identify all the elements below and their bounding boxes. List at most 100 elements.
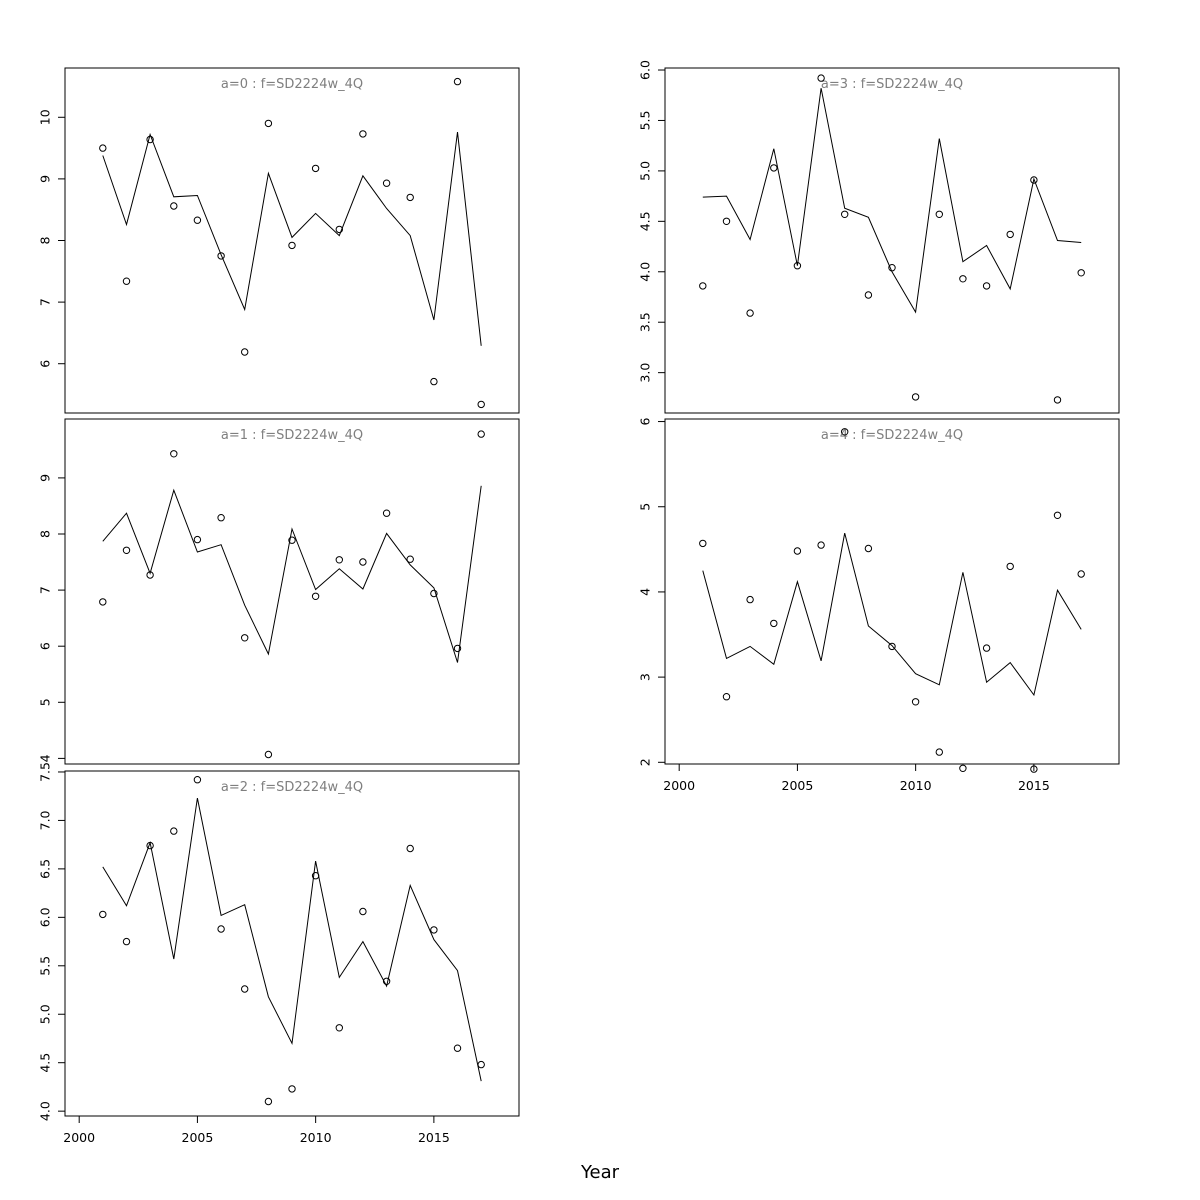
data-point [935,748,943,756]
data-point [241,348,249,356]
data-point [288,1085,296,1093]
data-point [217,925,225,933]
data-point [841,210,849,219]
data-point [193,776,202,784]
data-point [1006,562,1014,571]
y-tick-label: 4.0 [38,1101,53,1121]
data-point [699,539,707,548]
y-tick-label: 8 [38,530,53,538]
data-point [193,535,202,544]
data-point [888,264,896,272]
series-line [702,532,1082,697]
data-point [453,1044,462,1052]
data-point [264,750,273,759]
y-tick-label: 7.0 [38,810,53,830]
data-point [1030,765,1038,773]
data-point [99,144,107,152]
data-point [122,277,131,285]
y-tick-label: 4 [38,754,53,762]
plot-frame [664,418,1120,765]
y-tick-label: 5.5 [38,956,53,976]
y-tick-label: 6.0 [38,907,53,927]
panel-title: a=4 : f=SD2224w_4Q [821,428,963,443]
data-point [122,937,131,946]
y-tick-label: 7 [38,298,53,306]
x-tick-label: 2000 [63,1130,95,1145]
panel-4: a=4 : f=SD2224w_4Q 2 3 4 5 6 2000 2005 2010 2015 [638,418,1120,793]
data-point [146,135,154,144]
plot-frame [64,418,520,765]
y-tick-label: 4.0 [638,262,653,282]
panel-title: a=0 : f=SD2224w_4Q [221,77,363,92]
data-point [722,217,731,226]
data-point [288,241,296,250]
data-point [1077,570,1085,578]
data-point [288,536,296,544]
panel-title: a=1 : f=SD2224w_4Q [221,428,363,443]
data-point [264,119,273,128]
y-tick-label: 6 [38,360,53,368]
data-point [1077,269,1085,277]
data-point [406,193,414,202]
y-tick-label: 4.5 [638,211,653,231]
panel-2: a=2 : f=SD2224w_4Q 4.0 4.5 5.0 5.5 6.0 6.5 7.0 7… [38,762,520,1145]
y-tick-label: 5.5 [638,111,653,131]
data-point [359,558,367,566]
panel-title: a=3 : f=SD2224w_4Q [821,77,963,92]
y-tick-label: 6 [638,418,653,426]
data-point [170,202,178,210]
data-point [888,642,896,651]
data-point [264,1097,273,1106]
series-line [102,485,482,663]
plot-frame [664,67,1120,414]
y-tick-label: 8 [38,236,53,244]
y-tick-label: 6.0 [638,60,653,80]
data-point [959,764,967,772]
series-line [702,88,1082,314]
data-point [193,216,202,224]
x-tick-label: 2005 [782,778,814,793]
data-point [864,544,873,553]
data-point [122,546,131,554]
data-point [817,541,825,549]
data-point [1053,396,1062,404]
data-point [477,400,485,409]
y-tick-label: 5.0 [638,161,653,181]
data-point [817,74,825,82]
x-tick-label: 2015 [1018,778,1050,793]
y-tick-label: 4.5 [38,1053,53,1073]
panel-0: a=0 : f=SD2224w_4Q 6 7 8 9 10 [38,67,520,414]
data-point [359,130,367,138]
data-point [241,985,249,993]
data-point [477,430,485,438]
data-point [911,393,920,401]
data-point [430,589,438,598]
data-point [722,693,731,701]
data-point [911,698,920,706]
data-point [453,644,462,653]
y-tick-label: 6.5 [38,859,53,879]
data-point [793,262,802,270]
data-point [335,556,343,564]
x-tick-label: 2010 [300,1130,332,1145]
data-point [746,595,754,604]
data-point [335,1024,343,1032]
plot-frame [64,770,520,1117]
data-point [335,225,343,234]
y-tick-label: 2 [638,758,653,766]
data-point [311,872,320,880]
data-point [146,571,154,579]
data-point [359,907,367,916]
data-point [864,291,873,299]
x-tick-label: 2000 [663,778,695,793]
data-point [170,827,178,835]
data-point [982,644,991,652]
data-point [170,450,178,458]
data-point [430,926,438,934]
data-point [699,282,707,290]
data-point [430,377,438,386]
y-tick-label: 9 [38,175,53,183]
y-tick-label: 7.5 [38,762,53,782]
y-tick-label: 6 [38,642,53,650]
